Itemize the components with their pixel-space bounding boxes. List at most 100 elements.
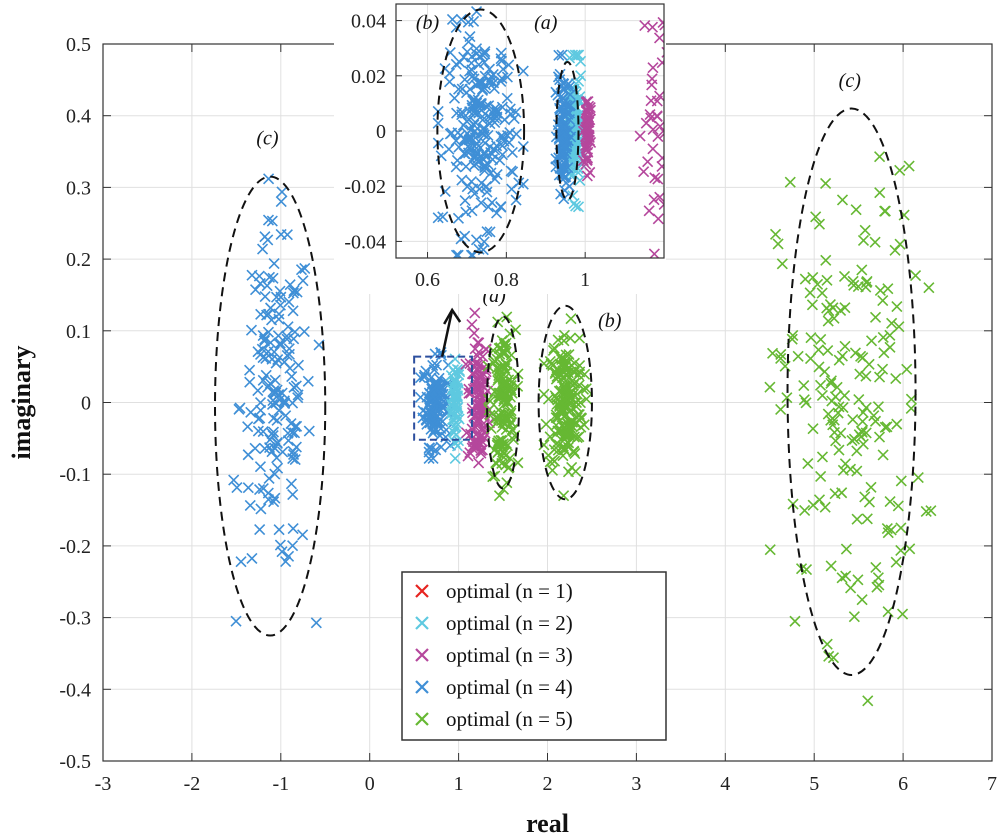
inset-cluster-ellipse xyxy=(555,60,580,202)
data-point xyxy=(466,319,478,331)
data-point xyxy=(460,206,472,218)
data-point xyxy=(303,425,315,437)
data-point xyxy=(506,146,518,159)
data-point xyxy=(288,285,300,297)
data-point xyxy=(264,377,276,390)
data-point xyxy=(896,608,909,620)
data-point xyxy=(567,151,579,164)
data-point xyxy=(283,343,295,355)
data-point xyxy=(548,342,560,354)
data-point xyxy=(284,279,296,291)
data-point xyxy=(648,194,660,206)
legend-marker xyxy=(415,616,429,630)
data-point xyxy=(857,234,870,247)
data-point xyxy=(472,94,484,106)
y-axis-label: imaginary xyxy=(7,345,36,459)
inset-points xyxy=(432,5,664,258)
data-point xyxy=(857,415,869,427)
data-point xyxy=(275,228,287,240)
data-point xyxy=(893,321,905,333)
data-point xyxy=(464,124,477,136)
series-2 xyxy=(445,353,466,464)
data-point xyxy=(923,282,935,294)
data-point xyxy=(262,214,275,226)
data-point xyxy=(656,160,664,172)
data-point xyxy=(819,501,831,513)
data-point xyxy=(275,196,287,208)
data-point xyxy=(292,359,305,371)
data-point xyxy=(459,195,471,207)
data-point xyxy=(286,427,298,439)
data-point xyxy=(862,695,874,707)
data-point xyxy=(274,285,286,297)
data-point xyxy=(489,173,501,185)
inset-y-tick-label: -0.04 xyxy=(344,231,386,253)
inset-series-3 xyxy=(577,96,597,182)
data-point xyxy=(262,234,274,246)
data-point xyxy=(282,550,295,562)
data-point xyxy=(449,353,461,365)
x-tick-label: 3 xyxy=(631,773,641,795)
data-point xyxy=(496,101,508,113)
data-point xyxy=(890,373,902,385)
data-point xyxy=(501,71,513,83)
data-point xyxy=(500,337,512,349)
data-point xyxy=(244,364,256,376)
data-point xyxy=(838,389,851,402)
data-point xyxy=(552,89,564,101)
data-point xyxy=(302,375,314,387)
data-point xyxy=(840,570,852,582)
data-point xyxy=(503,137,515,149)
data-point xyxy=(502,462,514,474)
data-point xyxy=(546,464,559,476)
data-point xyxy=(648,248,660,258)
y-tick-label: -0.5 xyxy=(59,751,91,773)
data-point xyxy=(830,435,842,447)
data-point xyxy=(276,186,288,198)
inset-ellipse-label: (b) xyxy=(416,12,440,34)
data-point xyxy=(448,377,460,389)
data-point xyxy=(504,452,516,464)
data-point xyxy=(579,368,591,380)
data-point xyxy=(287,305,299,317)
data-point xyxy=(268,258,280,270)
data-point xyxy=(419,369,431,381)
cluster-ellipse xyxy=(786,107,917,676)
data-point xyxy=(479,82,491,94)
data-point xyxy=(473,457,485,469)
data-point xyxy=(246,269,258,281)
data-point xyxy=(299,262,311,275)
data-point xyxy=(486,106,498,119)
data-point xyxy=(276,546,288,558)
x-tick-label: 0 xyxy=(365,773,375,795)
data-point xyxy=(570,465,582,477)
data-point xyxy=(571,150,583,162)
ellipse-label: (c) xyxy=(839,70,862,92)
cluster-ellipse xyxy=(537,304,593,501)
data-point xyxy=(517,65,529,77)
data-point xyxy=(488,77,500,89)
data-point xyxy=(280,410,292,422)
data-point xyxy=(249,442,261,454)
data-point xyxy=(269,492,281,504)
data-point xyxy=(454,366,466,378)
legend-marker xyxy=(415,648,429,662)
data-point xyxy=(584,166,596,178)
data-point xyxy=(860,427,872,439)
data-point xyxy=(812,344,825,356)
data-point xyxy=(479,70,491,82)
data-point xyxy=(877,331,889,344)
data-point xyxy=(573,332,586,344)
inset-x-tick-label: 0.6 xyxy=(415,269,440,291)
data-point xyxy=(901,363,913,375)
data-point xyxy=(835,304,847,316)
data-point xyxy=(874,187,886,199)
data-point xyxy=(287,453,299,465)
data-point xyxy=(495,200,507,213)
data-point xyxy=(653,32,664,44)
data-point xyxy=(550,419,562,431)
arrow-shaft xyxy=(440,309,454,357)
data-point xyxy=(569,49,581,61)
legend-entry: optimal (n = 5) xyxy=(446,707,573,731)
data-point xyxy=(249,284,262,296)
